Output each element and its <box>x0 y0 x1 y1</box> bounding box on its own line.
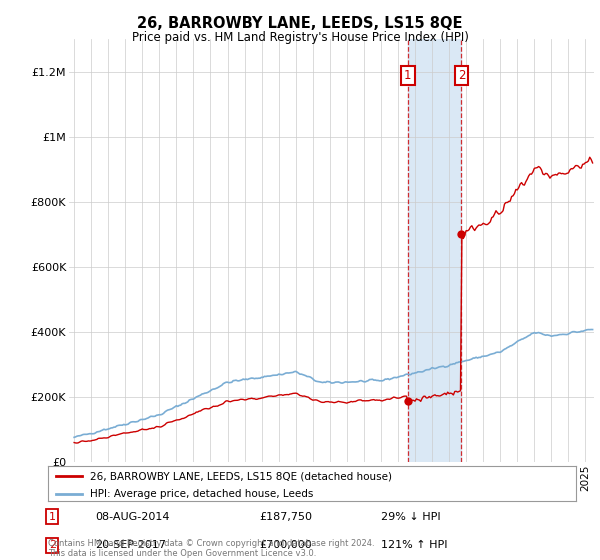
Text: 1: 1 <box>404 69 412 82</box>
Bar <box>408 39 461 462</box>
Text: 20-SEP-2017: 20-SEP-2017 <box>95 540 167 550</box>
Text: 121% ↑ HPI: 121% ↑ HPI <box>380 540 447 550</box>
Text: HPI: Average price, detached house, Leeds: HPI: Average price, detached house, Leed… <box>90 488 314 498</box>
Text: 26, BARROWBY LANE, LEEDS, LS15 8QE: 26, BARROWBY LANE, LEEDS, LS15 8QE <box>137 16 463 31</box>
Text: 26, BARROWBY LANE, LEEDS, LS15 8QE (detached house): 26, BARROWBY LANE, LEEDS, LS15 8QE (deta… <box>90 471 392 481</box>
Text: Price paid vs. HM Land Registry's House Price Index (HPI): Price paid vs. HM Land Registry's House … <box>131 31 469 44</box>
Text: 29% ↓ HPI: 29% ↓ HPI <box>380 512 440 522</box>
Text: £187,750: £187,750 <box>259 512 312 522</box>
Text: 08-AUG-2014: 08-AUG-2014 <box>95 512 170 522</box>
Text: 2: 2 <box>458 69 465 82</box>
Text: £700,000: £700,000 <box>259 540 312 550</box>
Text: Contains HM Land Registry data © Crown copyright and database right 2024.
This d: Contains HM Land Registry data © Crown c… <box>48 539 374 558</box>
Text: 1: 1 <box>49 512 56 522</box>
Text: 2: 2 <box>49 540 56 550</box>
